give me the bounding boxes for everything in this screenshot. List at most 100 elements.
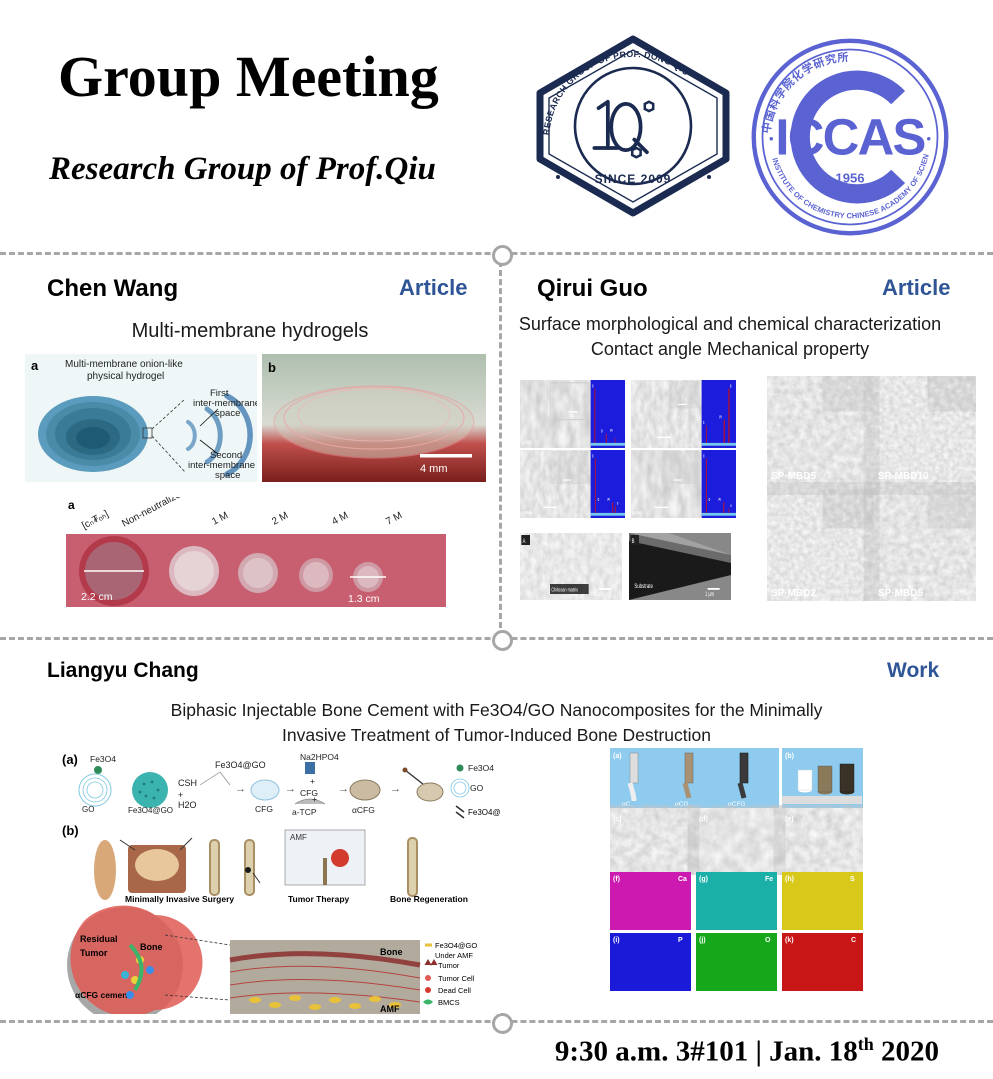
svg-text:1 M: 1 M	[210, 510, 230, 528]
svg-text:ICCAS: ICCAS	[775, 109, 924, 166]
svg-text:Under AMF: Under AMF	[435, 951, 473, 960]
svg-text:Residual: Residual	[80, 934, 118, 944]
svg-text:GO: GO	[82, 805, 94, 814]
svg-text:a: a	[68, 498, 75, 512]
svg-text:b: b	[268, 360, 276, 375]
svg-text:C: C	[592, 384, 594, 389]
svg-text:a-TCP: a-TCP	[292, 807, 317, 817]
svg-text:space: space	[215, 408, 240, 419]
svg-text:4 mm: 4 mm	[420, 463, 448, 475]
svg-text:(a) PEEK: (a) PEEK	[522, 439, 532, 445]
svg-text:physical hydrogel: physical hydrogel	[87, 371, 164, 382]
svg-text:(d) SP/V25: (d) SP/V25	[632, 511, 643, 516]
svg-text:SP·MBD10: SP·MBD10	[878, 471, 929, 482]
svg-text:1956: 1956	[835, 171, 864, 186]
svg-text:space: space	[215, 470, 240, 481]
svg-text:Chitosan matrix: Chitosan matrix	[551, 587, 578, 594]
svg-text:Bone Regeneration: Bone Regeneration	[390, 894, 468, 904]
svg-text:[cₙ₮ₒₕ]: [cₙ₮ₒₕ]	[80, 508, 110, 531]
svg-text:+: +	[178, 790, 183, 800]
svg-text:Tumor: Tumor	[438, 961, 460, 970]
svg-text:C: C	[851, 937, 856, 944]
svg-text:Dead Cell: Dead Cell	[438, 986, 471, 995]
svg-text:S: S	[850, 876, 855, 883]
svg-text:Bone: Bone	[380, 947, 403, 957]
svg-text:(d): (d)	[699, 816, 708, 823]
svg-text:Tumor: Tumor	[80, 948, 108, 958]
svg-text:B: B	[632, 538, 635, 545]
svg-text:SP·MBD2: SP·MBD2	[771, 588, 816, 599]
svg-text:(h): (h)	[785, 876, 794, 883]
svg-text:→: →	[338, 783, 349, 795]
svg-text:→: →	[285, 783, 296, 795]
svg-text:+: +	[312, 794, 317, 804]
svg-text:Non-neutralize: Non-neutralize	[120, 497, 183, 530]
svg-text:Fe3O4: Fe3O4	[468, 763, 494, 773]
svg-text:(g): (g)	[699, 876, 708, 883]
svg-text:Fe3O4@GO: Fe3O4@GO	[435, 941, 477, 950]
svg-text:10 µm: 10 µm	[593, 591, 604, 598]
svg-text:(e): (e)	[785, 816, 794, 823]
svg-text:S: S	[617, 501, 618, 506]
svg-text:Fe3O4@GO: Fe3O4@GO	[128, 806, 173, 815]
svg-text:a: a	[31, 358, 39, 373]
svg-text:→: →	[235, 783, 246, 795]
svg-text:RESEARCH GROUP OF PROF. DONG Q: RESEARCH GROUP OF PROF. DONG QIU	[541, 49, 691, 136]
svg-text:Na2HPO4: Na2HPO4	[300, 752, 339, 762]
svg-text:Minimally Invasive Surgery: Minimally Invasive Surgery	[125, 894, 234, 904]
svg-text:αCFG: αCFG	[728, 801, 745, 808]
svg-text:Multi-membrane onion-like: Multi-membrane onion-like	[65, 359, 183, 370]
svg-text:αCFG: αCFG	[352, 805, 375, 815]
svg-text:O: O	[598, 497, 600, 502]
svg-text:(a): (a)	[62, 752, 78, 767]
svg-text:(b): (b)	[785, 753, 794, 760]
svg-text:SINCE 2009: SINCE 2009	[595, 172, 672, 186]
svg-text:O: O	[709, 497, 711, 502]
svg-text:Fe3O4@GO: Fe3O4@GO	[468, 808, 500, 817]
svg-text:H2O: H2O	[178, 800, 197, 810]
svg-text:(f): (f)	[613, 876, 620, 883]
svg-text:→: →	[390, 783, 401, 795]
svg-text:BMCS: BMCS	[438, 998, 460, 1007]
svg-text:αC: αC	[622, 801, 631, 808]
svg-text:O: O	[601, 429, 603, 434]
svg-text:(c): (c)	[613, 816, 622, 823]
svg-text:A: A	[523, 538, 526, 545]
svg-text:CSH: CSH	[178, 778, 197, 788]
svg-text:+: +	[310, 776, 315, 786]
svg-text:GO: GO	[470, 783, 484, 793]
svg-text:αCFG cement: αCFG cement	[75, 990, 130, 1000]
svg-text:(j): (j)	[699, 937, 706, 944]
svg-text:Fe3O4: Fe3O4	[90, 754, 116, 764]
svg-text:Fe3O4@GO: Fe3O4@GO	[215, 760, 266, 770]
svg-text:(c) SP/M25: (c) SP/M25	[521, 511, 532, 516]
svg-text:AMF: AMF	[290, 833, 307, 842]
svg-text:Fe: Fe	[765, 876, 773, 883]
svg-text:Ca: Ca	[678, 876, 687, 883]
svg-text:Substrate: Substrate	[634, 583, 653, 590]
svg-text:Tumor Cell: Tumor Cell	[438, 974, 475, 983]
svg-text:C: C	[592, 454, 594, 459]
svg-text:(k): (k)	[785, 937, 794, 944]
svg-text:2.2 cm: 2.2 cm	[81, 591, 113, 603]
svg-text:(i): (i)	[613, 937, 620, 944]
svg-text:2 M: 2 M	[270, 510, 290, 528]
svg-text:C: C	[703, 454, 705, 459]
svg-text:SP·MBD5: SP·MBD5	[878, 588, 923, 599]
svg-text:1 µm: 1 µm	[705, 591, 714, 598]
svg-text:Bone: Bone	[140, 942, 163, 952]
svg-text:αCG: αCG	[675, 801, 689, 808]
svg-text:CFG: CFG	[255, 804, 273, 814]
svg-text:0.3µm: 0.3µm	[569, 413, 574, 418]
svg-text:4 M: 4 M	[330, 510, 350, 528]
svg-text:P: P	[678, 937, 683, 944]
svg-text:7 M: 7 M	[384, 510, 404, 528]
svg-text:S: S	[730, 503, 731, 508]
svg-text:1.3 cm: 1.3 cm	[348, 593, 380, 605]
svg-text:(a): (a)	[613, 753, 622, 760]
svg-text:AMF: AMF	[380, 1004, 400, 1014]
svg-text:(b): (b)	[62, 823, 79, 838]
svg-text:SP·MBD5: SP·MBD5	[771, 471, 816, 482]
svg-text:O: O	[765, 937, 771, 944]
svg-text:Tumor Therapy: Tumor Therapy	[288, 894, 350, 904]
